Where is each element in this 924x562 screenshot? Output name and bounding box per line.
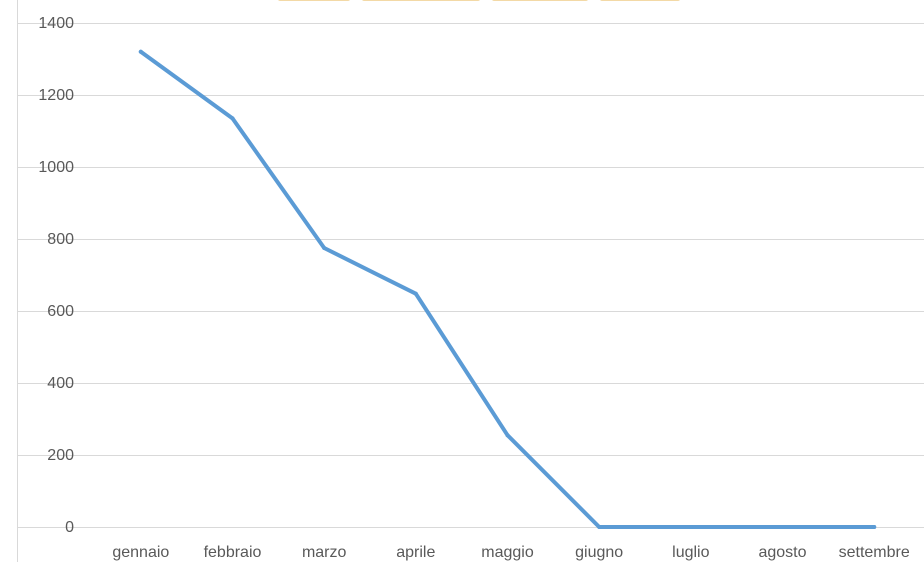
y-tick-labels: 0 200 400 600 800 1000 1200 1400 <box>38 15 74 536</box>
x-tick-label: maggio <box>481 544 534 561</box>
y-tick-label: 1200 <box>38 87 74 104</box>
data-point-febbraio <box>230 116 235 121</box>
data-point-luglio <box>688 525 693 529</box>
gridlines <box>17 23 924 528</box>
x-tick-label: settembre <box>839 544 910 561</box>
x-tick-labels: gennaio febbraio marzo aprile maggio giugno lu… <box>112 544 909 561</box>
y-tick-label: 1000 <box>38 159 74 176</box>
x-tick-label: giugno <box>575 544 623 561</box>
chart-title-fragment <box>278 0 680 4</box>
data-point-settembre <box>872 525 877 529</box>
x-tick-label: agosto <box>758 544 806 561</box>
y-tick-label: 400 <box>47 375 74 392</box>
data-point-agosto <box>780 525 785 529</box>
y-tick-label: 200 <box>47 447 74 464</box>
data-point-maggio <box>505 433 510 438</box>
x-tick-label: marzo <box>302 544 347 561</box>
x-tick-label: gennaio <box>112 544 169 561</box>
x-tick-label: luglio <box>672 544 709 561</box>
x-tick-label: febbraio <box>204 544 262 561</box>
y-tick-label: 600 <box>47 303 74 320</box>
data-point-aprile <box>413 291 418 296</box>
series-layer <box>138 49 877 529</box>
y-tick-label: 0 <box>65 519 74 536</box>
x-tick-label: aprile <box>396 544 435 561</box>
y-tick-label: 800 <box>47 231 74 248</box>
y-tick-label: 1400 <box>38 15 74 32</box>
data-point-gennaio <box>138 49 143 54</box>
data-point-marzo <box>322 246 327 250</box>
data-point-giugno <box>597 525 602 529</box>
